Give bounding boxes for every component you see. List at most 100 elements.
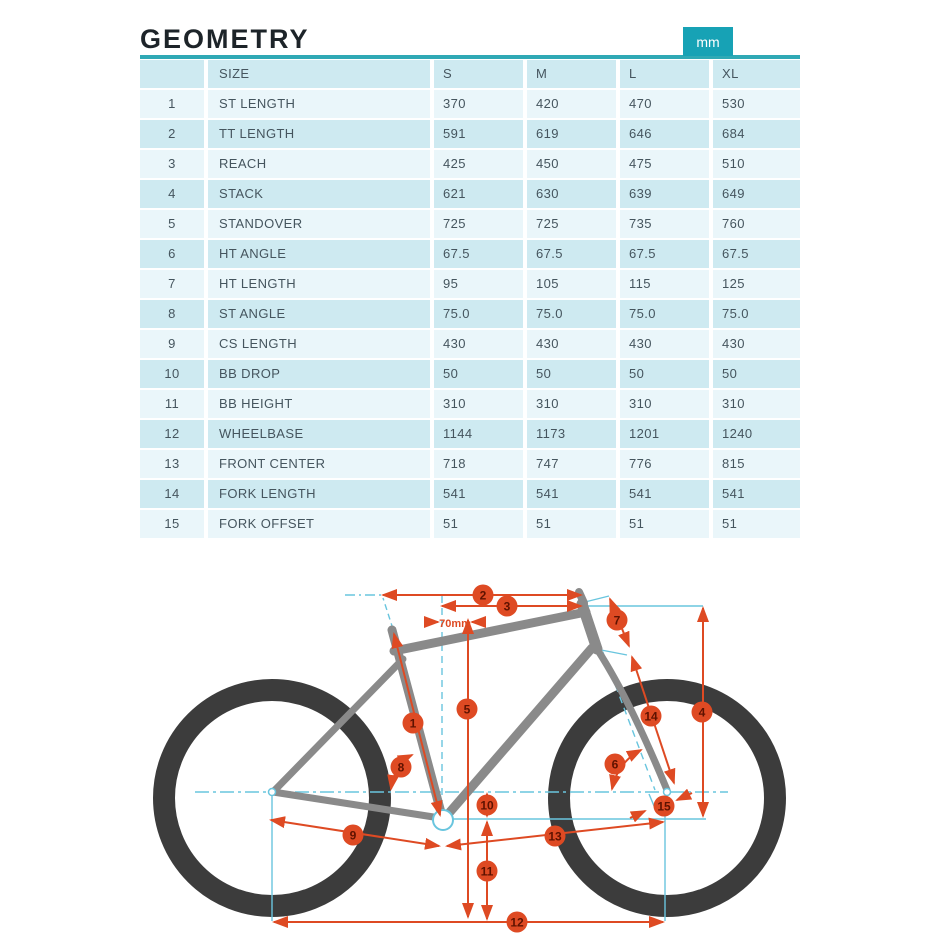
value-cell-l: 51 xyxy=(620,510,709,538)
value-cell-s: 725 xyxy=(434,210,523,238)
measurement-label-cell: CS LENGTH xyxy=(208,330,430,358)
row-number-cell: 6 xyxy=(140,240,204,268)
row-number-cell: 1 xyxy=(140,90,204,118)
callout-circle-8 xyxy=(390,756,412,778)
row-number-cell: 8 xyxy=(140,300,204,328)
callout-number-12: 12 xyxy=(510,916,524,930)
value-cell-m: 67.5 xyxy=(527,240,616,268)
value-cell-l: 470 xyxy=(620,90,709,118)
col-header-s: S xyxy=(434,60,523,88)
measurement-label-cell: FORK LENGTH xyxy=(208,480,430,508)
value-cell-l: 735 xyxy=(620,210,709,238)
value-cell-s: 430 xyxy=(434,330,523,358)
callout-number-3: 3 xyxy=(504,600,511,614)
callout-circle-4 xyxy=(691,701,713,723)
value-cell-xl: 50 xyxy=(713,360,800,388)
measurement-label-cell: FORK OFFSET xyxy=(208,510,430,538)
row-number-cell: 12 xyxy=(140,420,204,448)
value-cell-m: 75.0 xyxy=(527,300,616,328)
value-cell-m: 619 xyxy=(527,120,616,148)
value-cell-m: 310 xyxy=(527,390,616,418)
value-cell-l: 541 xyxy=(620,480,709,508)
value-cell-xl: 75.0 xyxy=(713,300,800,328)
callout-number-10: 10 xyxy=(480,799,494,813)
geometry-table: SIZE S M L XL 1 ST LENGTH 370 420 470 530 2 TT … xyxy=(140,60,800,538)
value-cell-xl: 1240 xyxy=(713,420,800,448)
front-axle xyxy=(662,787,672,797)
value-cell-xl: 760 xyxy=(713,210,800,238)
row-number-cell: 5 xyxy=(140,210,204,238)
value-cell-l: 67.5 xyxy=(620,240,709,268)
callout-circle-11 xyxy=(476,860,498,882)
seventy-mm-label: 70mm xyxy=(439,618,471,630)
col-header-index xyxy=(140,60,204,88)
value-cell-l: 1201 xyxy=(620,420,709,448)
row-number-cell: 10 xyxy=(140,360,204,388)
value-cell-m: 747 xyxy=(527,450,616,478)
row-number-cell: 7 xyxy=(140,270,204,298)
construction-lines xyxy=(195,594,728,921)
value-cell-l: 310 xyxy=(620,390,709,418)
col-header-size: SIZE xyxy=(208,60,430,88)
value-cell-s: 95 xyxy=(434,270,523,298)
value-cell-l: 75.0 xyxy=(620,300,709,328)
value-cell-m: 50 xyxy=(527,360,616,388)
value-cell-s: 370 xyxy=(434,90,523,118)
value-cell-m: 430 xyxy=(527,330,616,358)
row-number-cell: 11 xyxy=(140,390,204,418)
callout-number-4: 4 xyxy=(699,706,706,720)
col-header-xl: XL xyxy=(713,60,800,88)
value-cell-m: 450 xyxy=(527,150,616,178)
callout-circle-14 xyxy=(640,705,662,727)
measurement-label-cell: ST LENGTH xyxy=(208,90,430,118)
value-cell-m: 1173 xyxy=(527,420,616,448)
callout-number-7: 7 xyxy=(614,614,621,628)
row-number-cell: 13 xyxy=(140,450,204,478)
value-cell-m: 420 xyxy=(527,90,616,118)
value-cell-l: 776 xyxy=(620,450,709,478)
measurement-label-cell: REACH xyxy=(208,150,430,178)
measurement-label-cell: WHEELBASE xyxy=(208,420,430,448)
value-cell-s: 51 xyxy=(434,510,523,538)
row-number-cell: 4 xyxy=(140,180,204,208)
value-cell-l: 646 xyxy=(620,120,709,148)
callout-circle-15 xyxy=(653,795,675,817)
value-cell-s: 310 xyxy=(434,390,523,418)
callout-number-13: 13 xyxy=(548,830,562,844)
value-cell-l: 639 xyxy=(620,180,709,208)
value-cell-l: 430 xyxy=(620,330,709,358)
value-cell-l: 50 xyxy=(620,360,709,388)
callout-circle-2 xyxy=(472,584,494,606)
callout-number-8: 8 xyxy=(398,761,405,775)
callout-circle-5 xyxy=(456,698,478,720)
unit-toggle-mm[interactable]: mm xyxy=(683,27,733,56)
value-cell-xl: 530 xyxy=(713,90,800,118)
measurement-label-cell: BB HEIGHT xyxy=(208,390,430,418)
value-cell-s: 1144 xyxy=(434,420,523,448)
col-header-l: L xyxy=(620,60,709,88)
callout-number-14: 14 xyxy=(644,710,658,724)
callout-number-5: 5 xyxy=(464,703,471,717)
measurement-label-cell: STACK xyxy=(208,180,430,208)
measurement-label-cell: FRONT CENTER xyxy=(208,450,430,478)
measurement-label-cell: STANDOVER xyxy=(208,210,430,238)
value-cell-xl: 67.5 xyxy=(713,240,800,268)
value-cell-s: 591 xyxy=(434,120,523,148)
rear-axle xyxy=(267,787,277,797)
value-cell-xl: 684 xyxy=(713,120,800,148)
bottom-bracket xyxy=(432,809,454,831)
callout-circle-9 xyxy=(342,824,364,846)
value-cell-xl: 649 xyxy=(713,180,800,208)
value-cell-m: 725 xyxy=(527,210,616,238)
measurement-label-cell: BB DROP xyxy=(208,360,430,388)
value-cell-s: 50 xyxy=(434,360,523,388)
value-cell-xl: 310 xyxy=(713,390,800,418)
value-cell-s: 67.5 xyxy=(434,240,523,268)
callout-circle-3 xyxy=(496,595,518,617)
measurement-label-cell: HT LENGTH xyxy=(208,270,430,298)
value-cell-xl: 51 xyxy=(713,510,800,538)
value-cell-xl: 125 xyxy=(713,270,800,298)
